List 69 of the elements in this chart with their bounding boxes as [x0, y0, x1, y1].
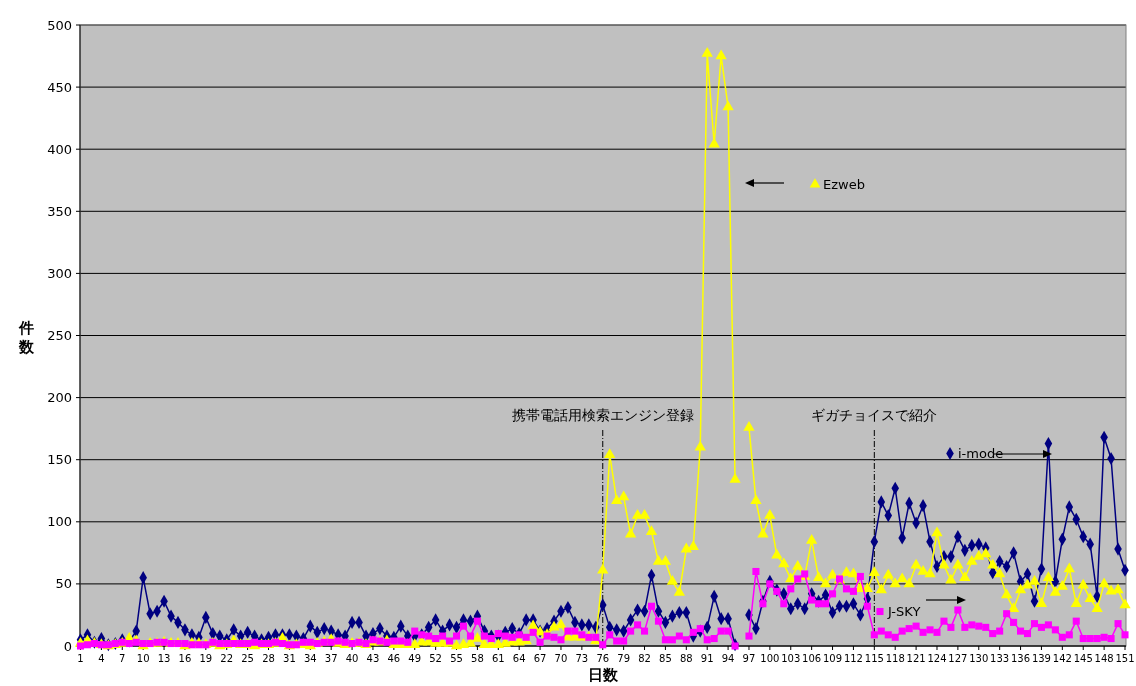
- ref-line-label: 携帯電話用検索エンジン登録: [511, 407, 694, 423]
- y-tick-label: 150: [47, 452, 72, 468]
- x-tick-label: 1: [77, 653, 84, 664]
- y-tick-label: 0: [63, 638, 72, 654]
- x-tick-label: 73: [575, 653, 589, 664]
- x-tick-label: 43: [366, 653, 380, 664]
- y-axis-title: 件数: [17, 319, 35, 356]
- y-tick-label: 400: [47, 141, 72, 157]
- x-tick-label: 55: [450, 653, 463, 664]
- x-tick-label: 100: [760, 653, 780, 664]
- x-tick-label: 85: [659, 653, 672, 664]
- x-tick-label: 19: [199, 653, 213, 664]
- x-tick-label: 124: [927, 653, 947, 664]
- y-tick-label: 500: [47, 17, 72, 33]
- x-tick-label: 127: [948, 653, 968, 664]
- x-tick-label: 61: [491, 653, 505, 664]
- ref-line-label: ギガチョイスで紹介: [811, 407, 938, 423]
- x-tick-label: 40: [345, 653, 359, 664]
- legend-label: Ezweb: [823, 177, 865, 192]
- x-tick-label: 70: [554, 653, 568, 664]
- x-tick-label: 121: [906, 653, 926, 664]
- x-tick-label: 97: [742, 653, 756, 664]
- y-tick-label: 350: [47, 203, 72, 219]
- y-tick-label: 300: [47, 265, 72, 281]
- x-tick-label: 49: [408, 653, 422, 664]
- x-tick-label: 16: [178, 653, 192, 664]
- x-tick-label: 130: [969, 653, 989, 664]
- x-tick-label: 46: [387, 653, 401, 664]
- x-tick-label: 4: [98, 653, 105, 664]
- x-tick-label: 31: [283, 653, 296, 664]
- x-tick-label: 112: [843, 653, 863, 664]
- y-tick-label: 200: [47, 390, 72, 406]
- x-tick-label: 139: [1031, 653, 1051, 664]
- x-tick-label: 52: [429, 653, 442, 664]
- x-tick-label: 64: [512, 653, 526, 664]
- x-tick-label: 79: [617, 653, 631, 664]
- x-tick-label: 10: [136, 653, 150, 664]
- x-tick-label: 151: [1115, 653, 1135, 664]
- x-tick-label: 91: [700, 653, 714, 664]
- x-tick-label: 136: [1011, 653, 1031, 664]
- x-tick-label: 88: [679, 653, 693, 664]
- x-tick-label: 133: [990, 653, 1010, 664]
- x-tick-label: 106: [802, 653, 822, 664]
- x-tick-label: 58: [471, 653, 484, 664]
- x-tick-label: 94: [721, 653, 735, 664]
- x-tick-label: 13: [157, 653, 171, 664]
- x-tick-label: 7: [119, 653, 126, 664]
- legend-label: i-mode: [958, 446, 1004, 461]
- x-tick-label: 145: [1073, 653, 1093, 664]
- x-tick-label: 148: [1094, 653, 1114, 664]
- x-axis-title: 日数: [588, 666, 619, 684]
- x-tick-label: 142: [1052, 653, 1072, 664]
- x-tick-label: 103: [781, 653, 801, 664]
- x-tick-label: 115: [864, 653, 884, 664]
- x-tick-label: 82: [638, 653, 651, 664]
- y-tick-label: 50: [55, 576, 72, 592]
- x-tick-label: 67: [533, 653, 547, 664]
- x-tick-label: 34: [303, 653, 317, 664]
- y-tick-label: 450: [47, 79, 72, 95]
- legend-label: J-SKY: [887, 604, 921, 619]
- y-tick-label: 100: [47, 514, 72, 530]
- x-tick-label: 76: [596, 653, 610, 664]
- x-tick-label: 22: [220, 653, 234, 664]
- x-tick-label: 118: [885, 653, 905, 664]
- x-tick-label: 109: [822, 653, 843, 664]
- x-tick-label: 37: [324, 653, 338, 664]
- x-tick-label: 25: [241, 653, 254, 664]
- y-tick-label: 250: [47, 328, 72, 344]
- x-tick-label: 28: [262, 653, 275, 664]
